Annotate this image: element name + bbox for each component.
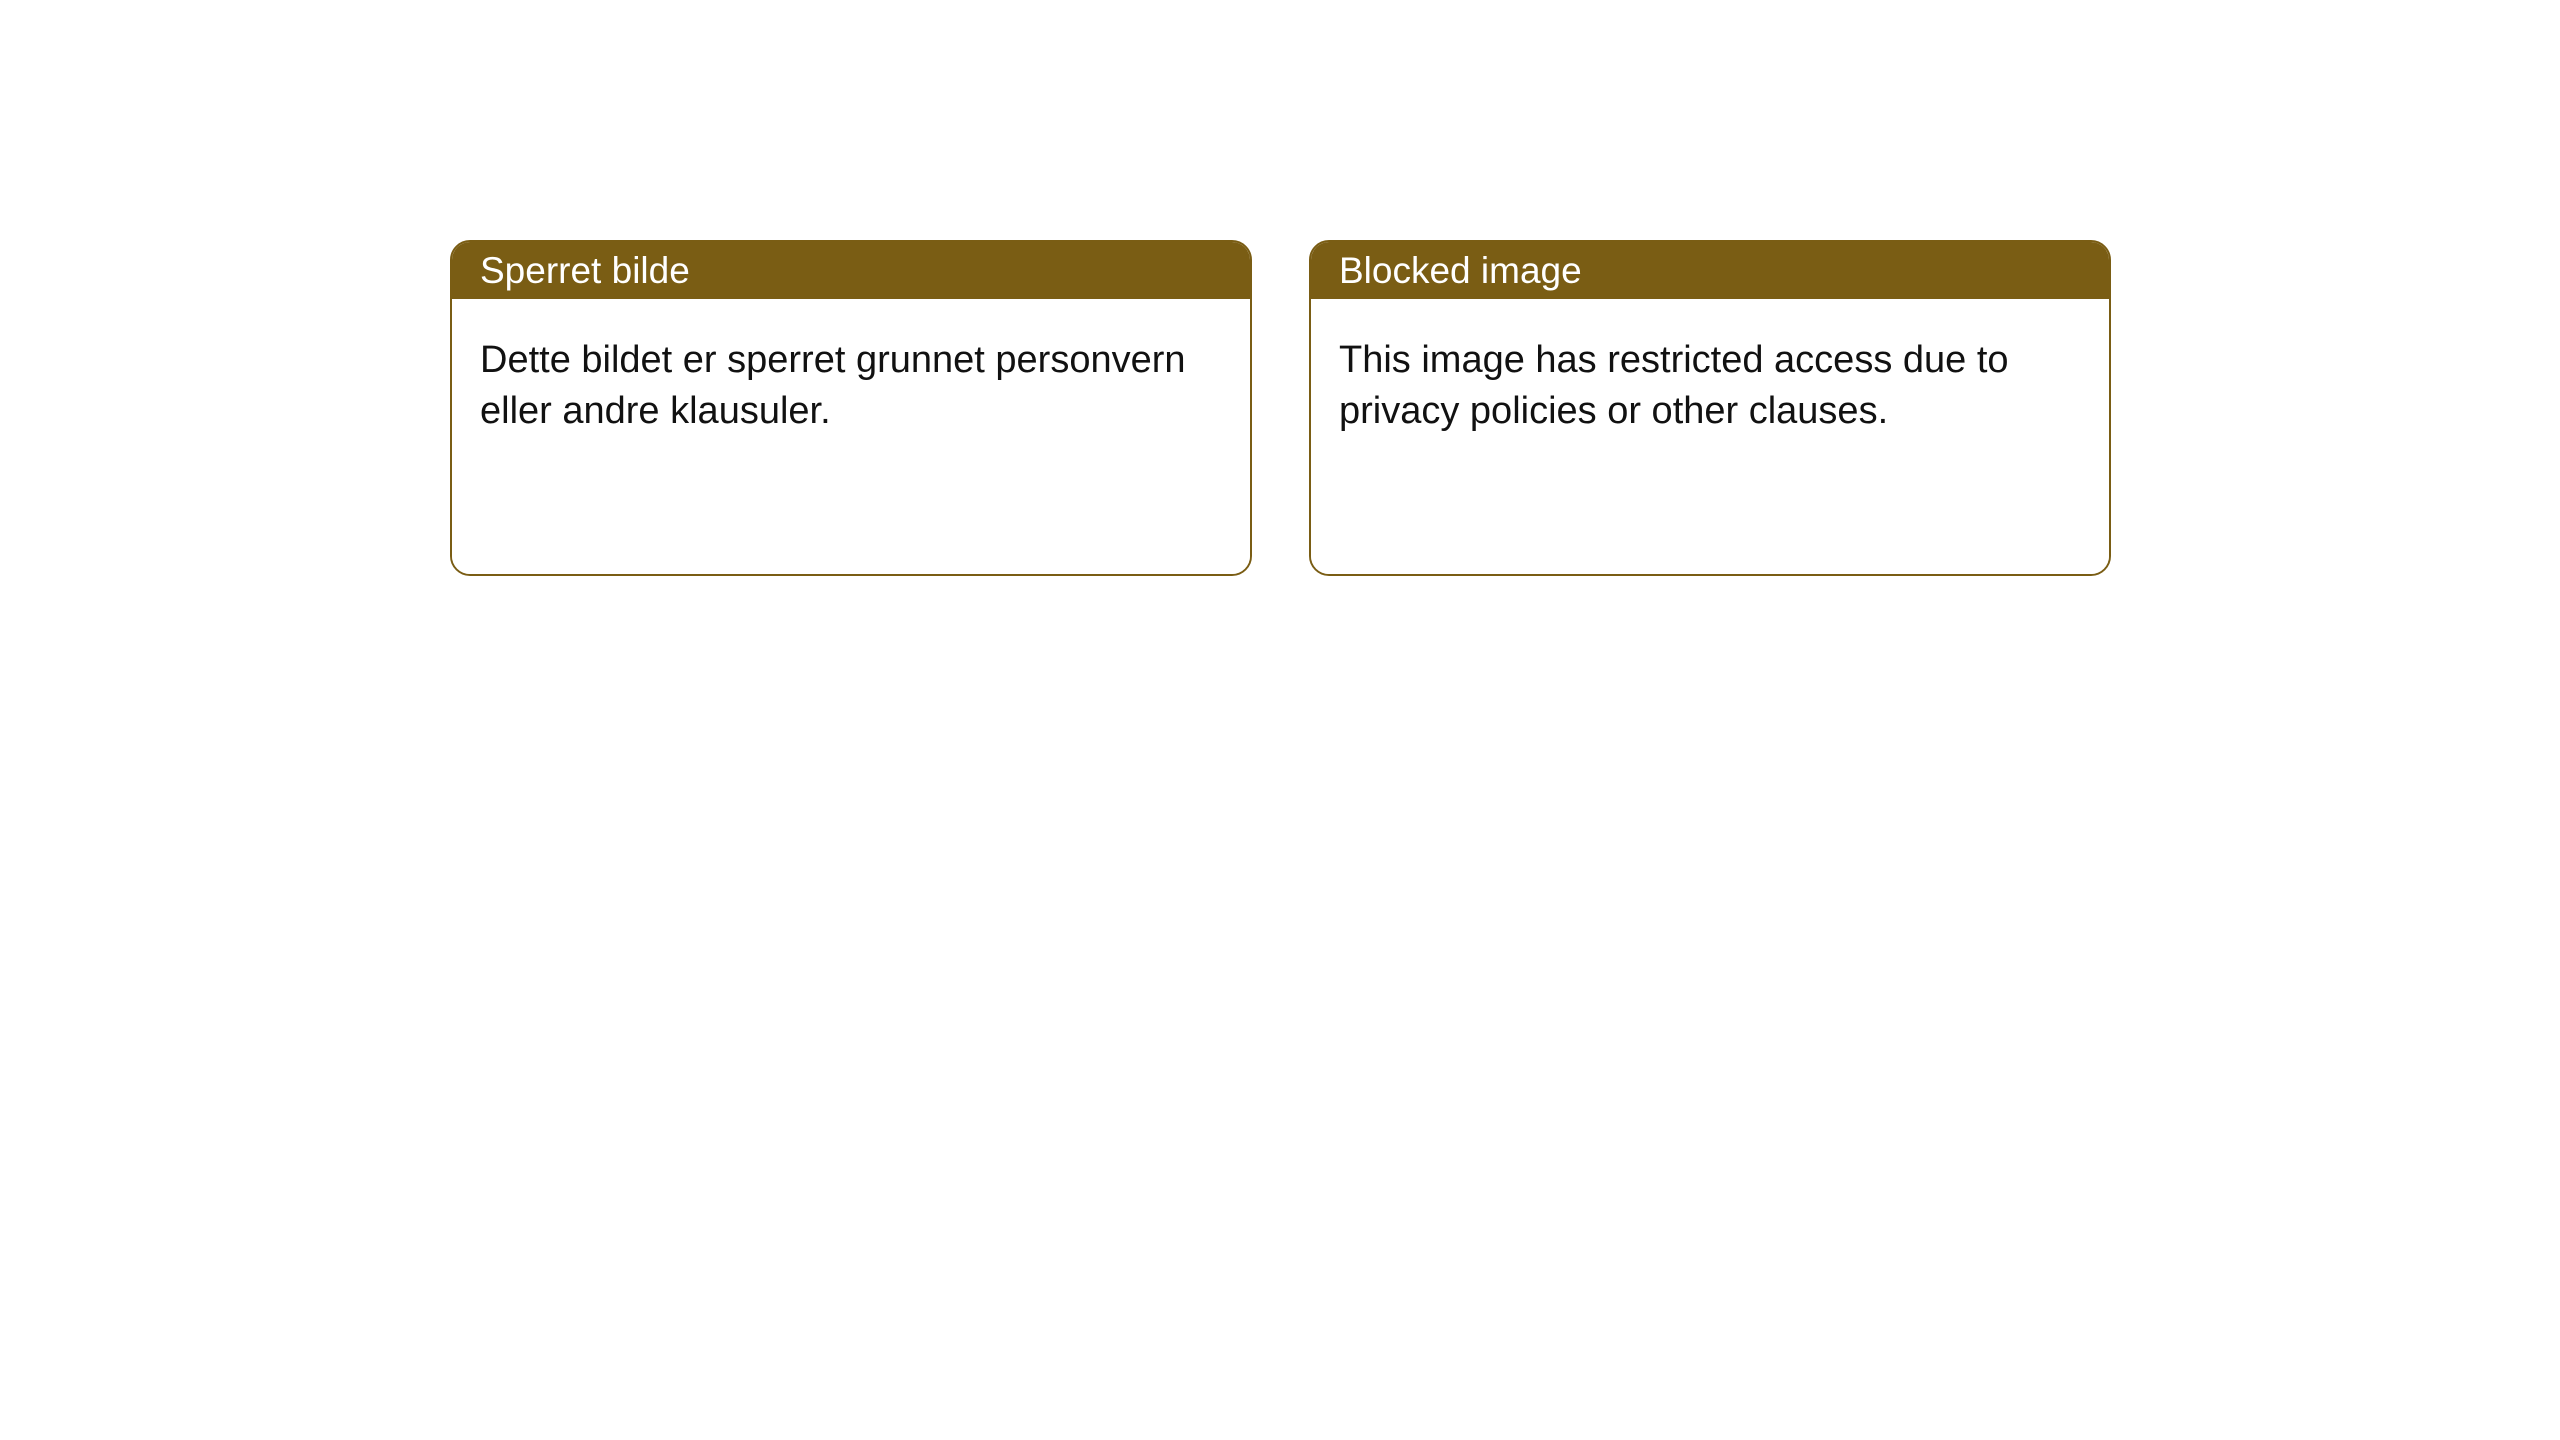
notice-body-norwegian: Dette bildet er sperret grunnet personve… bbox=[452, 299, 1250, 574]
notice-header-english: Blocked image bbox=[1311, 242, 2109, 299]
notice-card-norwegian: Sperret bilde Dette bildet er sperret gr… bbox=[450, 240, 1252, 576]
notice-body-english: This image has restricted access due to … bbox=[1311, 299, 2109, 574]
notice-container: Sperret bilde Dette bildet er sperret gr… bbox=[0, 0, 2560, 576]
notice-card-english: Blocked image This image has restricted … bbox=[1309, 240, 2111, 576]
notice-header-norwegian: Sperret bilde bbox=[452, 242, 1250, 299]
